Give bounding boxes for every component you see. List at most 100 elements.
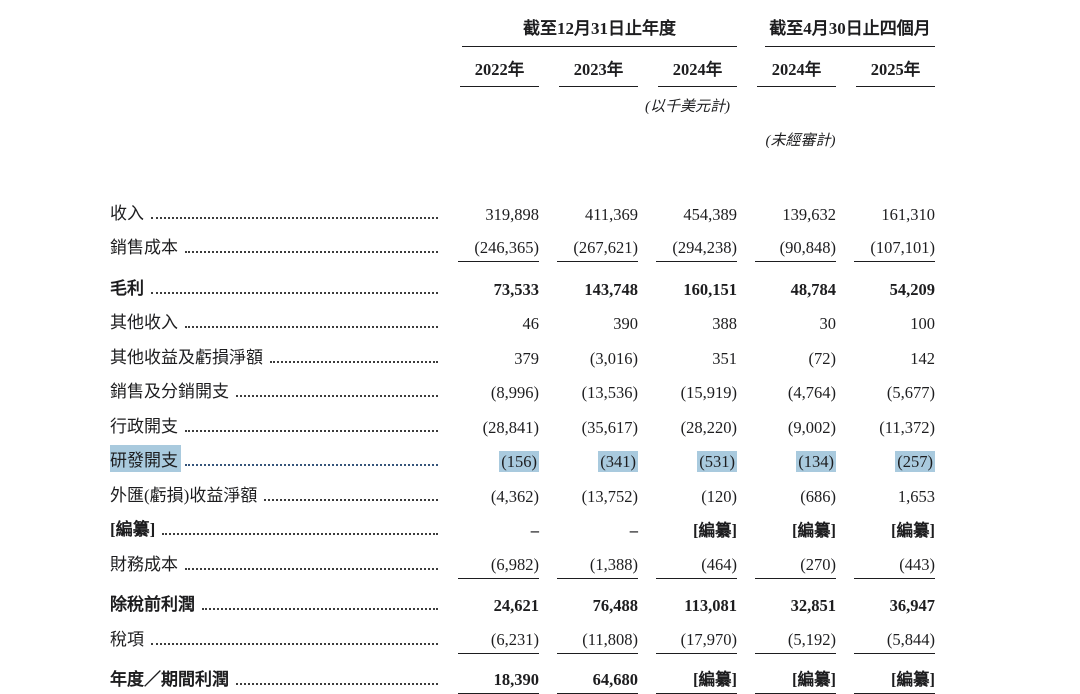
table-row: 銷售及分銷開支 (8,996) (13,536) (15,919) (4,764… [110, 372, 1080, 407]
table-row: 財務成本 (6,982) (1,388) (464) (270) (443) [110, 544, 1080, 579]
cell-2022: 319,898 [440, 205, 539, 228]
cell-2024-4m: [編纂] [737, 517, 836, 544]
cell-value: 32,851 [791, 596, 836, 615]
row-label-cell: 銷售及分銷開支 [110, 376, 440, 406]
cell-value: 161,310 [881, 205, 935, 224]
cell-value: 1,653 [898, 487, 935, 506]
dot-leader [185, 251, 438, 253]
cell-2022: 24,621 [440, 596, 539, 619]
cell-value: (15,919) [681, 383, 737, 402]
cell-value: (1,388) [590, 555, 638, 574]
cell-value: (13,536) [582, 383, 638, 402]
cell-value: (17,970) [681, 630, 737, 649]
cell-value: (28,841) [483, 418, 539, 437]
unit-note: (以千美元計) [638, 95, 737, 121]
row-label: 銷售成本 [110, 232, 181, 259]
cell-value: (686) [800, 487, 836, 506]
cell-value: (270) [800, 555, 836, 574]
cell-2025-4m: 54,209 [836, 280, 935, 303]
cell-2022: – [440, 521, 539, 544]
cell-value: [編纂] [693, 521, 737, 540]
cell-value: (5,192) [788, 630, 836, 649]
cell-value: – [531, 521, 539, 540]
row-label-cell: 除稅前利潤 [110, 589, 440, 619]
cell-2024: 388 [638, 314, 737, 337]
cell-2023: (267,621) [539, 238, 638, 262]
cell-value: (72) [809, 349, 837, 368]
cell-value: [編纂] [891, 521, 935, 540]
dot-leader [264, 499, 438, 501]
cell-value: 142 [910, 349, 935, 368]
table-row: 研發開支 (156) (341) (531) (134) (257) [110, 441, 1080, 476]
cell-value: (257) [895, 451, 935, 472]
period-2025-header: 2025年 [856, 56, 935, 87]
row-label: 毛利 [110, 273, 147, 300]
cell-2024: (294,238) [638, 238, 737, 262]
cell-2023: – [539, 521, 638, 544]
cell-2023: (341) [539, 452, 638, 475]
cell-2023: (1,388) [539, 555, 638, 579]
cell-value: (156) [499, 451, 539, 472]
cell-2024: [編纂] [638, 666, 737, 694]
cell-value: (5,677) [887, 383, 935, 402]
cell-2024-4m: (5,192) [737, 630, 836, 654]
dot-leader [162, 533, 438, 535]
cell-2024: 160,151 [638, 280, 737, 303]
cell-value: (120) [701, 487, 737, 506]
dot-leader [270, 361, 438, 363]
cell-value: (107,101) [870, 238, 935, 257]
cell-2022: 379 [440, 349, 539, 372]
cell-value: 319,898 [485, 205, 539, 224]
cell-2024: 113,081 [638, 596, 737, 619]
cell-2025-4m: (5,844) [836, 630, 935, 654]
cell-value: 379 [514, 349, 539, 368]
cell-value: [編纂] [891, 670, 935, 689]
cell-value: 46 [523, 314, 540, 333]
row-label-cell: 財務成本 [110, 549, 440, 579]
column-group-annual-label: 截至12月31日止年度 [462, 14, 737, 47]
cell-2024: 454,389 [638, 205, 737, 228]
row-label-cell: 毛利 [110, 273, 440, 303]
row-label-cell: 其他收益及虧損淨額 [110, 342, 440, 372]
cell-value: (4,764) [788, 383, 836, 402]
cell-2024-4m: (686) [737, 487, 836, 510]
cell-value: 24,621 [494, 596, 539, 615]
row-label: [編纂] [110, 514, 158, 541]
year-header-row: 2022年 2023年 2024年 2024年 2025年 [110, 56, 1080, 87]
row-label: 收入 [110, 198, 147, 225]
cell-2022: 46 [440, 314, 539, 337]
cell-2023: 143,748 [539, 280, 638, 303]
cell-value: (246,365) [474, 238, 539, 257]
cell-2025-4m: 36,947 [836, 596, 935, 619]
cell-2023: (13,536) [539, 383, 638, 406]
cell-2022: (6,982) [440, 555, 539, 579]
cell-value: 48,784 [791, 280, 836, 299]
cell-value: [編纂] [693, 670, 737, 689]
cell-2023: 76,488 [539, 596, 638, 619]
row-label-cell: 銷售成本 [110, 232, 440, 262]
cell-2024: (28,220) [638, 418, 737, 441]
cell-2025-4m: 100 [836, 314, 935, 337]
label-column-spacer [110, 14, 440, 47]
dot-leader [151, 292, 438, 294]
column-group-annual: 截至12月31日止年度 [440, 14, 737, 47]
cell-2025-4m: [編纂] [836, 666, 935, 694]
cell-value: (9,002) [788, 418, 836, 437]
cell-value: (267,621) [573, 238, 638, 257]
row-label-cell: 研發開支 [110, 445, 440, 475]
table-row: 其他收入 46 390 388 30 100 [110, 303, 1080, 338]
cell-value: 30 [820, 314, 837, 333]
row-label-cell: [編纂] [110, 514, 440, 544]
cell-2022: 18,390 [440, 670, 539, 694]
cell-value: [編纂] [792, 670, 836, 689]
cell-2022: (4,362) [440, 487, 539, 510]
table-row: 其他收益及虧損淨額 379 (3,016) 351 (72) 142 [110, 337, 1080, 372]
cell-value: (6,982) [491, 555, 539, 574]
cell-2024-4m: (270) [737, 555, 836, 579]
cell-2024-4m: (72) [737, 349, 836, 372]
cell-2025-4m: (107,101) [836, 238, 935, 262]
table-row: 毛利 73,533 143,748 160,151 48,784 54,209 [110, 268, 1080, 303]
cell-value: (294,238) [672, 238, 737, 257]
dot-leader [185, 568, 438, 570]
cell-2024: [編纂] [638, 517, 737, 544]
